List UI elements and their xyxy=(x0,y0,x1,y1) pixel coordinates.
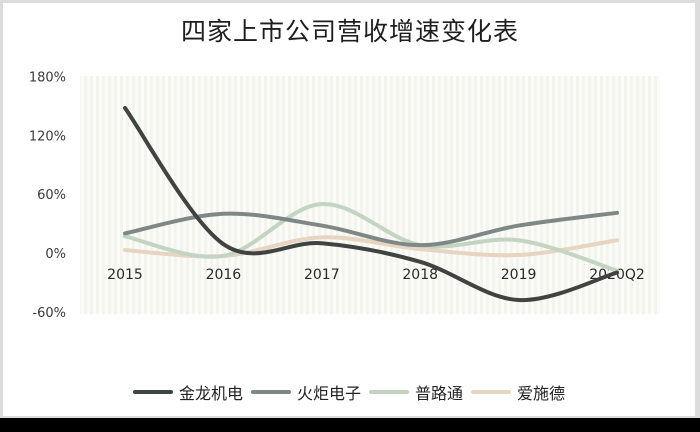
y-tick-label: 180% xyxy=(29,71,66,86)
series-line xyxy=(123,201,619,273)
series-line xyxy=(123,105,619,303)
legend-label: 火炬电子 xyxy=(296,384,361,403)
legend: 金龙机电 火炬电子 普路通 爱施德 xyxy=(0,380,700,404)
y-tick-label: 0% xyxy=(45,247,66,262)
legend-label: 爱施德 xyxy=(517,384,566,403)
x-tick-label: 2019 xyxy=(501,267,537,283)
x-tick-label: 2017 xyxy=(304,267,340,283)
legend-swatch-icon xyxy=(369,390,409,394)
legend-label: 普路通 xyxy=(415,384,464,403)
y-tick-label: 120% xyxy=(29,129,66,144)
legend-swatch-icon xyxy=(471,390,512,394)
legend-item-aishide: 爱施德 xyxy=(471,380,565,404)
y-tick-label: -60% xyxy=(32,306,66,321)
y-axis: 180% 120% 60% 0% -60% xyxy=(29,71,66,321)
x-tick-label: 2015 xyxy=(107,267,143,283)
plot-area xyxy=(80,76,660,314)
series-line xyxy=(123,210,619,248)
x-axis: 2015 2016 2017 2018 2019 2020Q2 xyxy=(107,267,645,283)
legend-swatch-icon xyxy=(132,390,173,394)
legend-swatch-icon xyxy=(250,390,291,394)
y-tick-label: 60% xyxy=(37,188,66,203)
legend-item-huoju: 火炬电子 xyxy=(250,380,361,404)
x-tick-label: 2018 xyxy=(402,267,438,283)
legend-label: 金龙机电 xyxy=(178,384,243,403)
x-tick-label: 2016 xyxy=(206,267,242,283)
legend-item-jinlong: 金龙机电 xyxy=(132,380,243,404)
chart-title: 四家上市公司营收增速变化表 xyxy=(180,17,519,46)
series-lines xyxy=(123,105,619,303)
legend-item-pulutong: 普路通 xyxy=(369,380,463,404)
